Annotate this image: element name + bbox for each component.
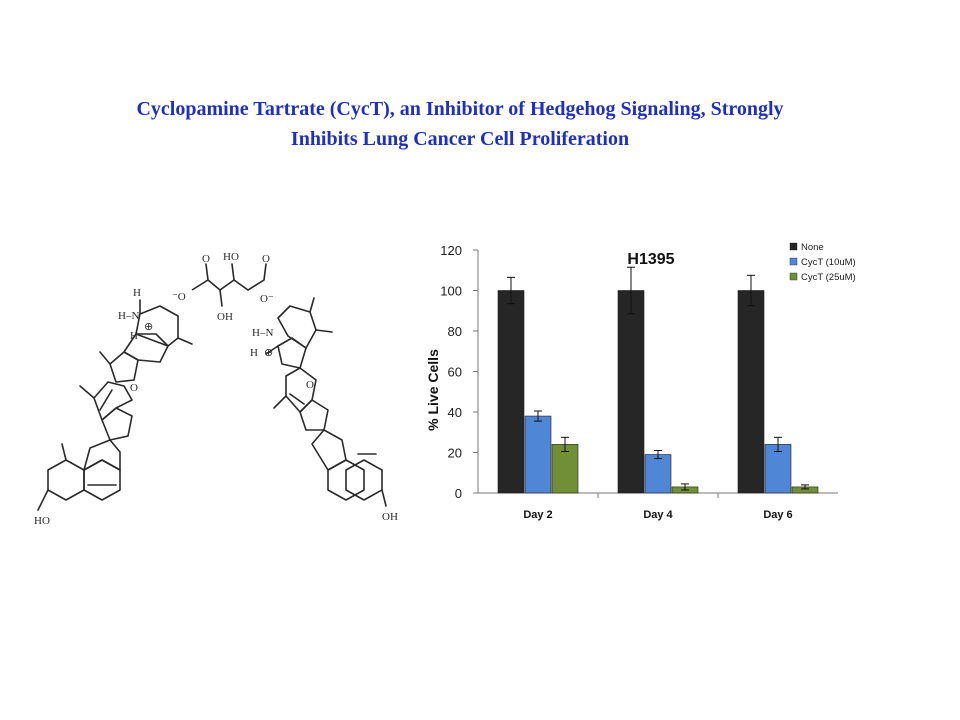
y-tick-label: 120 (440, 243, 462, 258)
right-oh-label: OH (382, 511, 398, 523)
h1395-bar-chart: 0 20 40 60 80 100 120 Day 2 Day 4 Day 6 H1395 % L… (425, 242, 856, 521)
left-h-label: H (133, 287, 141, 299)
right-h2-label: H (250, 347, 258, 359)
legend-label: CycT (25uM) (801, 272, 856, 283)
right-furan (277, 337, 307, 369)
legend-label: None (801, 242, 824, 253)
error-bar (654, 449, 662, 460)
right-ring-e (285, 367, 317, 413)
left-ring-d (101, 407, 133, 441)
tartrate-anion (191, 263, 267, 307)
y-tick-label: 20 (448, 446, 462, 461)
error-bar (774, 436, 782, 452)
bar (644, 454, 672, 494)
legend-label: CycT (10uM) (801, 257, 856, 268)
legend-swatch (789, 272, 798, 281)
error-bar (534, 410, 542, 422)
error-bar (507, 276, 515, 305)
left-cyclopamine-molecule (37, 299, 193, 511)
error-bar (681, 483, 689, 491)
right-o-label: O (306, 379, 314, 391)
legend-swatch (789, 242, 798, 251)
left-o-label: O (130, 382, 138, 394)
bar (497, 290, 525, 494)
y-tick-label: 100 (440, 284, 462, 299)
cyclopamine-tartrate-structure: HO H H–N H ⊕ O ⁻O O OH HO O O⁻ OH H–N H … (34, 251, 398, 527)
slide-title-line-1: Cyclopamine Tartrate (CycT), an Inhibito… (136, 98, 784, 120)
left-h2-label: H (130, 330, 138, 342)
tartrate-oh-label: OH (217, 311, 233, 323)
error-bar (561, 436, 569, 452)
left-ring-e (93, 381, 133, 421)
chart-bars (497, 266, 819, 494)
x-tick-label: Day 6 (763, 509, 792, 521)
tartrate-o-right: O (262, 253, 270, 265)
y-tick-label: 60 (448, 365, 462, 380)
left-ring-b (83, 459, 121, 501)
right-cyclopamine-molecule (265, 297, 387, 507)
bar (524, 415, 552, 494)
right-hn-label: H–N (252, 327, 273, 339)
bar (551, 444, 579, 494)
bar (737, 290, 765, 494)
error-bar (747, 274, 755, 307)
left-furan (109, 351, 139, 383)
error-bar (627, 266, 635, 315)
y-tick-label: 0 (455, 486, 462, 501)
x-tick-label: Day 4 (643, 509, 673, 521)
tartrate-ho-label: HO (223, 251, 239, 263)
left-ho-label: HO (34, 515, 50, 527)
tartrate-o-left: O (202, 253, 210, 265)
left-piperidine-2 (135, 305, 179, 347)
left-ring-a (47, 459, 85, 501)
chart-legend: None CycT (10uM) CycT (25uM) (789, 242, 856, 283)
y-axis-label: % Live Cells (425, 349, 441, 431)
slide-title: Cyclopamine Tartrate (CycT), an Inhibito… (40, 94, 880, 154)
bar (617, 290, 645, 494)
tartrate-om-left: ⁻O (172, 291, 186, 303)
left-plus-label: ⊕ (144, 321, 153, 333)
tartrate-om-right: O⁻ (260, 293, 274, 305)
y-tick-label: 80 (448, 324, 462, 339)
x-tick-label: Day 2 (523, 509, 552, 521)
y-tick-label: 40 (448, 405, 462, 420)
left-ring-c (83, 439, 121, 471)
left-hn-label: H–N (118, 310, 139, 322)
right-ring-c (311, 429, 347, 471)
slide-title-line-2: Inhibits Lung Cancer Cell Proliferation (290, 128, 630, 150)
right-plus-label: ⊕ (264, 347, 273, 359)
chart-title: H1395 (627, 251, 674, 268)
legend-swatch (789, 257, 798, 266)
error-bar (801, 484, 809, 490)
